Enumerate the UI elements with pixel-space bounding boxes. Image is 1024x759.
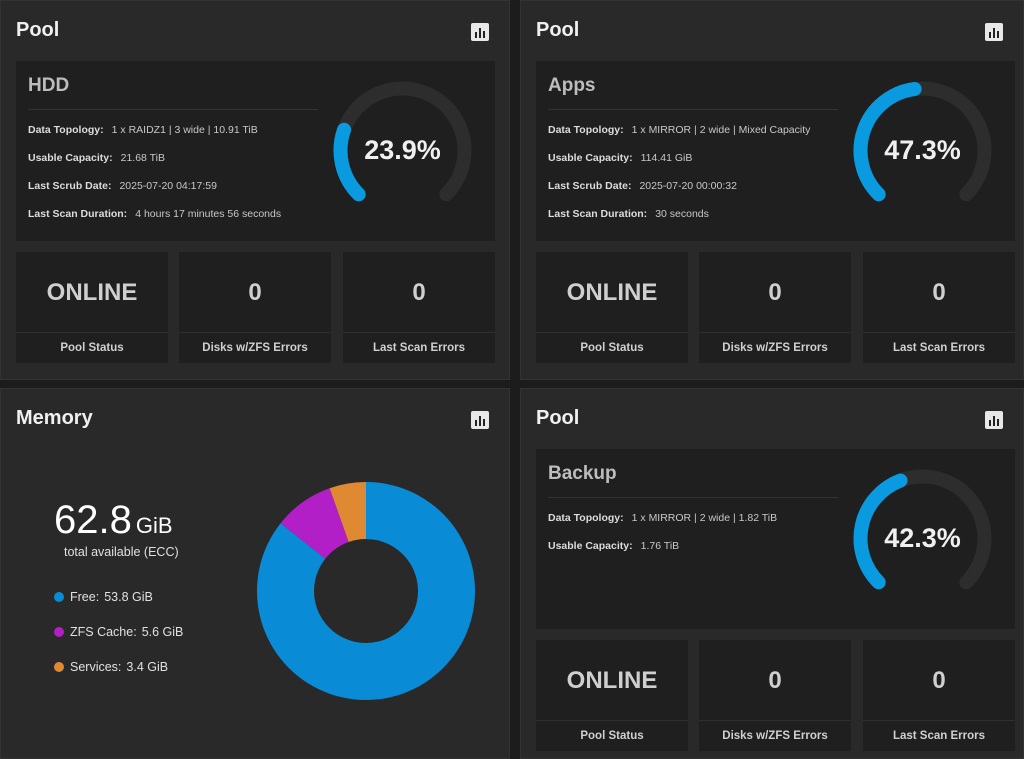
pool-info: Backup Data Topology: 1 x MIRROR | 2 wide…	[536, 449, 1015, 629]
pool-status-value: ONLINE	[46, 279, 138, 306]
bar-chart-icon[interactable]	[985, 23, 1003, 41]
pool-widget-backup: Pool Backup Data Topology: 1 x MIRROR | 2…	[520, 388, 1024, 759]
disk-errors-card: 0 Disks w/ZFS Errors	[699, 252, 851, 363]
usable-capacity: Usable Capacity: 21.68 TiB	[28, 152, 165, 164]
gauge-fill	[853, 473, 908, 590]
gauge-fill	[333, 122, 366, 202]
bar-chart-icon[interactable]	[985, 411, 1003, 429]
divider	[548, 497, 838, 498]
scan-errors-card: 0 Last Scan Errors	[863, 252, 1015, 363]
pool-status-label: Pool Status	[580, 342, 644, 354]
last-scrub-date: Last Scrub Date: 2025-07-20 00:00:32	[548, 180, 737, 192]
disk-errors-value: 0	[768, 667, 782, 694]
memory-total: 62.8 GiB	[54, 498, 173, 543]
disk-errors-card: 0 Disks w/ZFS Errors	[699, 640, 851, 751]
disk-errors-label: Disks w/ZFS Errors	[202, 342, 308, 354]
disk-errors-value: 0	[248, 279, 262, 306]
scan-errors-value: 0	[932, 667, 946, 694]
bar-chart-icon[interactable]	[471, 23, 489, 41]
usage-percent: 42.3%	[884, 523, 961, 553]
usable-capacity: Usable Capacity: 114.41 GiB	[548, 152, 693, 164]
legend-dot	[54, 592, 64, 602]
pool-name: Backup	[548, 463, 617, 484]
widget-title: Pool	[16, 19, 60, 41]
legend-services: Services: 3.4 GiB	[54, 660, 168, 674]
donut-slice-services	[329, 482, 366, 542]
scan-errors-label: Last Scan Errors	[892, 342, 986, 354]
bar-chart-icon[interactable]	[471, 411, 489, 429]
usage-gauge: 47.3%	[851, 79, 994, 222]
disk-errors-card: 0 Disks w/ZFS Errors	[179, 252, 331, 363]
usage-percent: 47.3%	[884, 135, 961, 165]
pool-widget-apps: Pool Apps Data Topology: 1 x MIRROR | 2 w…	[520, 0, 1024, 380]
scan-errors-card: 0 Last Scan Errors	[343, 252, 495, 363]
widget-title: Memory	[16, 407, 93, 429]
usage-gauge: 23.9%	[331, 79, 474, 222]
pool-status-card: ONLINE Pool Status	[536, 640, 688, 751]
last-scan-duration: Last Scan Duration: 30 seconds	[548, 208, 709, 220]
pool-info: HDD Data Topology: 1 x RAIDZ1 | 3 wide | …	[16, 61, 495, 241]
widget-title: Pool	[536, 407, 580, 429]
divider	[548, 109, 838, 110]
pool-info: Apps Data Topology: 1 x MIRROR | 2 wide |…	[536, 61, 1015, 241]
usage-percent: 23.9%	[364, 135, 441, 165]
data-topology: Data Topology: 1 x MIRROR | 2 wide | Mixe…	[548, 124, 811, 136]
memory-donut-chart	[257, 482, 475, 700]
scan-errors-label: Last Scan Errors	[892, 730, 986, 742]
pool-widget-hdd: Pool HDD Data Topology: 1 x RAIDZ1 | 3 wi…	[0, 0, 510, 380]
memory-total-value: 62.8	[54, 498, 132, 542]
legend-zfs-cache: ZFS Cache: 5.6 GiB	[54, 625, 183, 639]
usage-gauge: 42.3%	[851, 467, 994, 610]
scan-errors-card: 0 Last Scan Errors	[863, 640, 1015, 751]
pool-status-card: ONLINE Pool Status	[536, 252, 688, 363]
last-scrub-date: Last Scrub Date: 2025-07-20 04:17:59	[28, 180, 217, 192]
legend-dot	[54, 627, 64, 637]
pool-status-value: ONLINE	[566, 667, 658, 694]
usable-capacity: Usable Capacity: 1.76 TiB	[548, 540, 680, 552]
scan-errors-label: Last Scan Errors	[372, 342, 466, 354]
pool-status-label: Pool Status	[60, 342, 124, 354]
memory-subtitle: total available (ECC)	[64, 545, 179, 559]
pool-name: HDD	[28, 75, 70, 96]
pool-name: Apps	[548, 75, 596, 96]
gauge-fill	[853, 82, 922, 202]
scan-errors-value: 0	[412, 279, 426, 306]
disk-errors-label: Disks w/ZFS Errors	[722, 342, 828, 354]
legend-free: Free: 53.8 GiB	[54, 590, 153, 604]
data-topology: Data Topology: 1 x MIRROR | 2 wide | 1.82…	[548, 512, 778, 524]
disk-errors-label: Disks w/ZFS Errors	[722, 730, 828, 742]
legend-dot	[54, 662, 64, 672]
divider	[28, 109, 318, 110]
pool-status-card: ONLINE Pool Status	[16, 252, 168, 363]
pool-status-label: Pool Status	[580, 730, 644, 742]
disk-errors-value: 0	[768, 279, 782, 306]
donut-slice-zfs-cache	[280, 488, 349, 559]
donut-slice-free	[257, 482, 475, 700]
pool-status-value: ONLINE	[566, 279, 658, 306]
widget-title: Pool	[536, 19, 580, 41]
last-scan-duration: Last Scan Duration: 4 hours 17 minutes 56…	[28, 208, 282, 220]
scan-errors-value: 0	[932, 279, 946, 306]
data-topology: Data Topology: 1 x RAIDZ1 | 3 wide | 10.9…	[28, 124, 258, 136]
memory-total-unit: GiB	[135, 513, 173, 538]
